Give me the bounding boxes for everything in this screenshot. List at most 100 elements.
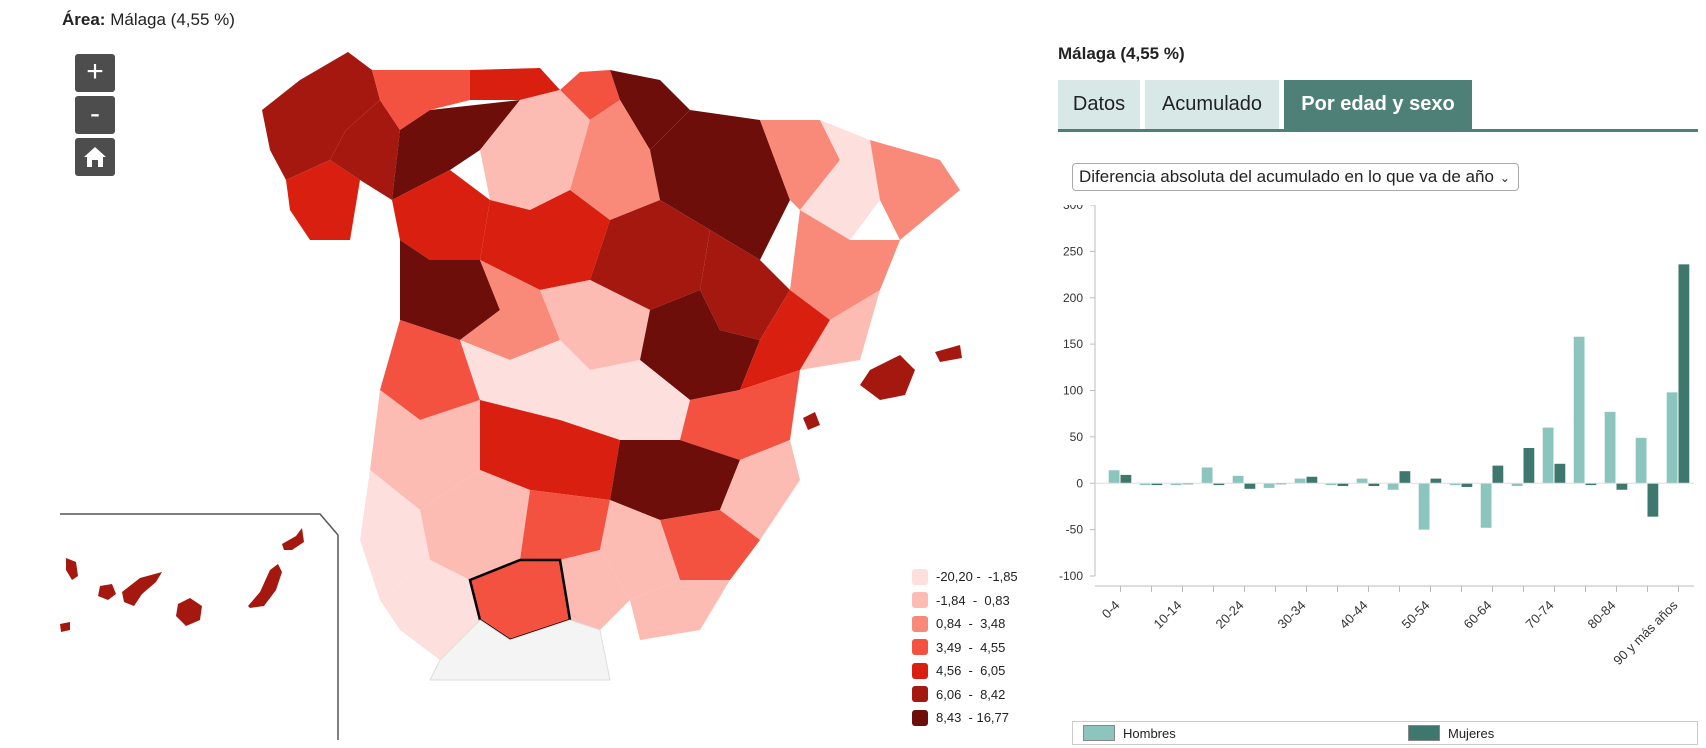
y-tick-label: 0 [1076, 476, 1083, 490]
legend-label: 6,06 - 8,42 [936, 686, 1006, 702]
tab-acumulado[interactable]: Acumulado [1145, 80, 1279, 129]
map-legend: -20,20 - -1,85 -1,84 - 0,83 0,84 - 3,48 … [912, 565, 1018, 730]
region-ciudad-real[interactable] [480, 400, 620, 500]
region-teruel[interactable] [740, 290, 830, 390]
region-tenerife[interactable] [122, 572, 162, 606]
region-morocco [429, 619, 611, 681]
region-salamanca[interactable] [400, 240, 500, 340]
zoom-in-button[interactable]: + [75, 54, 115, 92]
home-icon [84, 147, 106, 167]
legend-swatch [912, 615, 928, 632]
region-lanzarote[interactable] [282, 528, 304, 550]
y-tick-label: 250 [1063, 244, 1083, 258]
bar-mujeres-80-84 [1616, 483, 1628, 490]
legend-item: 4,56 - 6,05 [912, 659, 1018, 683]
area-label: Área: Málaga (4,55 %) [62, 10, 235, 30]
region-huesca[interactable] [760, 120, 840, 210]
bar-hombres-5-9 [1139, 483, 1151, 486]
region-cuenca[interactable] [560, 360, 690, 440]
panel-title: Málaga (4,55 %) [1058, 44, 1185, 63]
bar-hombres-25-29 [1263, 483, 1275, 488]
region-alicante[interactable] [720, 440, 800, 540]
bar-hombres-80-84 [1604, 411, 1616, 484]
region-badajoz[interactable] [370, 390, 480, 510]
y-tick-label: -100 [1059, 569, 1083, 583]
x-tick-label: 70-74 [1523, 598, 1557, 632]
legend-item-mujeres[interactable]: Mujeres [1408, 725, 1494, 741]
region-valladolid[interactable] [480, 190, 610, 290]
region-lugo[interactable] [330, 100, 400, 200]
region-caceres[interactable] [380, 320, 480, 420]
region-girona-barcelona[interactable] [870, 140, 960, 240]
region-lleida[interactable] [800, 120, 880, 240]
region-huelva[interactable] [360, 470, 430, 600]
region-valencia[interactable] [680, 370, 800, 460]
region-almeria[interactable] [630, 580, 730, 640]
region-castellon[interactable] [800, 290, 880, 370]
bar-hombres-0-4 [1108, 470, 1120, 484]
legend-swatch [912, 709, 928, 726]
tab-por-edad-y-sexo[interactable]: Por edad y sexo [1284, 80, 1472, 129]
region-el-hierro[interactable] [60, 622, 70, 632]
region-toledo[interactable] [460, 340, 590, 420]
bar-hombres-85-89 [1635, 437, 1647, 484]
region-la-gomera[interactable] [98, 584, 116, 600]
bar-hombres-40-44 [1356, 478, 1368, 484]
region-ibiza[interactable] [803, 412, 820, 430]
legend-label: 0,84 - 3,48 [936, 616, 1006, 632]
region-palencia[interactable] [480, 90, 590, 210]
region-mallorca[interactable] [860, 355, 915, 400]
region-leon[interactable] [392, 100, 520, 200]
region-zaragoza[interactable] [700, 230, 790, 340]
region-guadalajara[interactable] [640, 290, 760, 400]
bar-hombres-30-34 [1294, 478, 1306, 484]
region-cadiz[interactable] [380, 560, 480, 660]
region-burgos[interactable] [650, 110, 790, 260]
region-soria[interactable] [590, 200, 710, 310]
region-la-palma[interactable] [66, 558, 78, 580]
region-pontevedra[interactable] [286, 160, 360, 240]
bar-mujeres-0-4 [1120, 474, 1132, 484]
region-granada[interactable] [560, 550, 630, 630]
region-bizkaia[interactable] [560, 70, 620, 120]
region-fuerteventura[interactable] [248, 564, 282, 608]
zoom-out-button[interactable]: - [75, 96, 115, 134]
y-tick-label: 100 [1063, 384, 1083, 398]
bar-hombres-35-39 [1325, 483, 1337, 486]
tab-datos[interactable]: Datos [1058, 80, 1140, 129]
region-galicia-north[interactable] [262, 52, 380, 180]
bar-hombres-45-49 [1387, 483, 1399, 490]
legend-swatch [912, 592, 928, 609]
region-zamora[interactable] [392, 170, 490, 260]
bar-hombres-10-14 [1170, 483, 1182, 486]
region-albacete[interactable] [610, 440, 740, 520]
region-gran-canaria[interactable] [176, 598, 202, 626]
map[interactable]: + - -20,20 - -1,85 -1,84 - 0,83 0,84 - 3… [0, 40, 1050, 740]
region-cordoba[interactable] [520, 490, 610, 560]
region-sevilla[interactable] [420, 470, 530, 580]
region-avila[interactable] [460, 260, 560, 360]
spain-map[interactable] [0, 40, 1050, 740]
legend-item-hombres[interactable]: Hombres [1083, 725, 1176, 741]
region-cantabria[interactable] [470, 68, 560, 100]
legend-label-mujeres: Mujeres [1448, 725, 1495, 741]
region-asturias[interactable] [372, 70, 470, 130]
bar-hombres-55-59 [1449, 483, 1461, 486]
metric-select[interactable]: Diferencia absoluta del acumulado en lo … [1072, 163, 1519, 191]
region-murcia[interactable] [660, 510, 760, 580]
region-jaen[interactable] [600, 500, 680, 600]
region-tarragona[interactable] [790, 210, 900, 320]
x-tick-label: 60-64 [1461, 598, 1495, 632]
home-button[interactable] [75, 138, 115, 176]
bar-hombres-20-24 [1232, 475, 1244, 484]
bar-mujeres-70-74 [1554, 463, 1566, 484]
bar-mujeres-65-69 [1523, 448, 1535, 484]
x-tick-label: 90 y más años [1610, 597, 1681, 668]
legend-item: 3,49 - 4,55 [912, 636, 1018, 660]
region-menorca[interactable] [935, 345, 962, 362]
x-tick-label: 30-34 [1275, 598, 1309, 632]
region-rioja[interactable] [570, 100, 660, 220]
chart-legend: Hombres Mujeres [1072, 721, 1698, 745]
bar-mujeres-40-44 [1368, 483, 1380, 487]
legend-item: -20,20 - -1,85 [912, 565, 1018, 589]
